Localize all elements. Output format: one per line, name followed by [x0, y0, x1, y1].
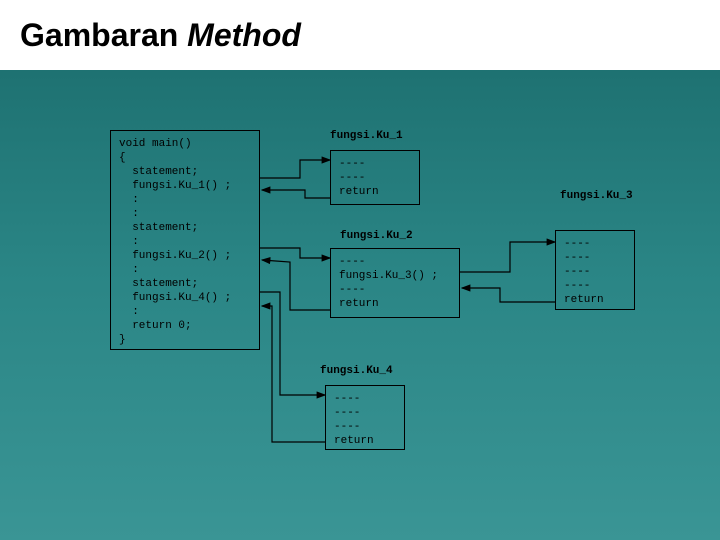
code-line: statement; — [119, 277, 251, 291]
f1-box: --------return — [330, 150, 420, 205]
code-line: ---- — [339, 255, 451, 269]
f3-title: fungsi.Ku_3 — [560, 190, 633, 202]
code-line: ---- — [334, 420, 396, 434]
code-line: fungsi.Ku_1() ; — [119, 179, 251, 193]
flow-arrow — [462, 288, 555, 302]
code-line: ---- — [339, 171, 411, 185]
flow-arrow — [460, 242, 555, 272]
flow-arrow — [260, 248, 330, 258]
code-line: ---- — [564, 251, 626, 265]
code-line: return — [564, 293, 626, 307]
flow-arrow — [260, 160, 330, 178]
code-line: return 0; — [119, 319, 251, 333]
main-box: void main(){ statement; fungsi.Ku_1() ; … — [110, 130, 260, 350]
code-line: { — [119, 151, 251, 165]
code-line: void main() — [119, 137, 251, 151]
title-plain: Gambaran — [20, 17, 187, 53]
code-line: ---- — [339, 157, 411, 171]
f4-box: ------------return — [325, 385, 405, 450]
code-line: ---- — [339, 283, 451, 297]
flow-arrow — [262, 260, 330, 310]
code-line: : — [119, 193, 251, 207]
code-line: return — [339, 185, 411, 199]
code-line: fungsi.Ku_3() ; — [339, 269, 451, 283]
title-italic: Method — [187, 17, 301, 53]
diagram-area: void main(){ statement; fungsi.Ku_1() ; … — [0, 70, 720, 540]
code-line: statement; — [119, 165, 251, 179]
code-line: } — [119, 333, 251, 347]
flow-arrow — [262, 306, 325, 442]
code-line: ---- — [334, 392, 396, 406]
code-line: : — [119, 207, 251, 221]
code-line: return — [339, 297, 451, 311]
f1-title: fungsi.Ku_1 — [330, 130, 403, 142]
code-line: ---- — [564, 237, 626, 251]
page-title: Gambaran Method — [20, 17, 301, 54]
code-line: : — [119, 235, 251, 249]
code-line: fungsi.Ku_2() ; — [119, 249, 251, 263]
flow-arrow — [260, 292, 325, 395]
f2-title: fungsi.Ku_2 — [340, 230, 413, 242]
code-line: ---- — [334, 406, 396, 420]
code-line: statement; — [119, 221, 251, 235]
code-line: return — [334, 434, 396, 448]
f3-box: ----------------return — [555, 230, 635, 310]
code-line: fungsi.Ku_4() ; — [119, 291, 251, 305]
title-bar: Gambaran Method — [0, 0, 720, 70]
f2-box: ----fungsi.Ku_3() ;----return — [330, 248, 460, 318]
code-line: : — [119, 263, 251, 277]
code-line: ---- — [564, 265, 626, 279]
f4-title: fungsi.Ku_4 — [320, 365, 393, 377]
code-line: : — [119, 305, 251, 319]
flow-arrow — [262, 190, 330, 198]
code-line: ---- — [564, 279, 626, 293]
